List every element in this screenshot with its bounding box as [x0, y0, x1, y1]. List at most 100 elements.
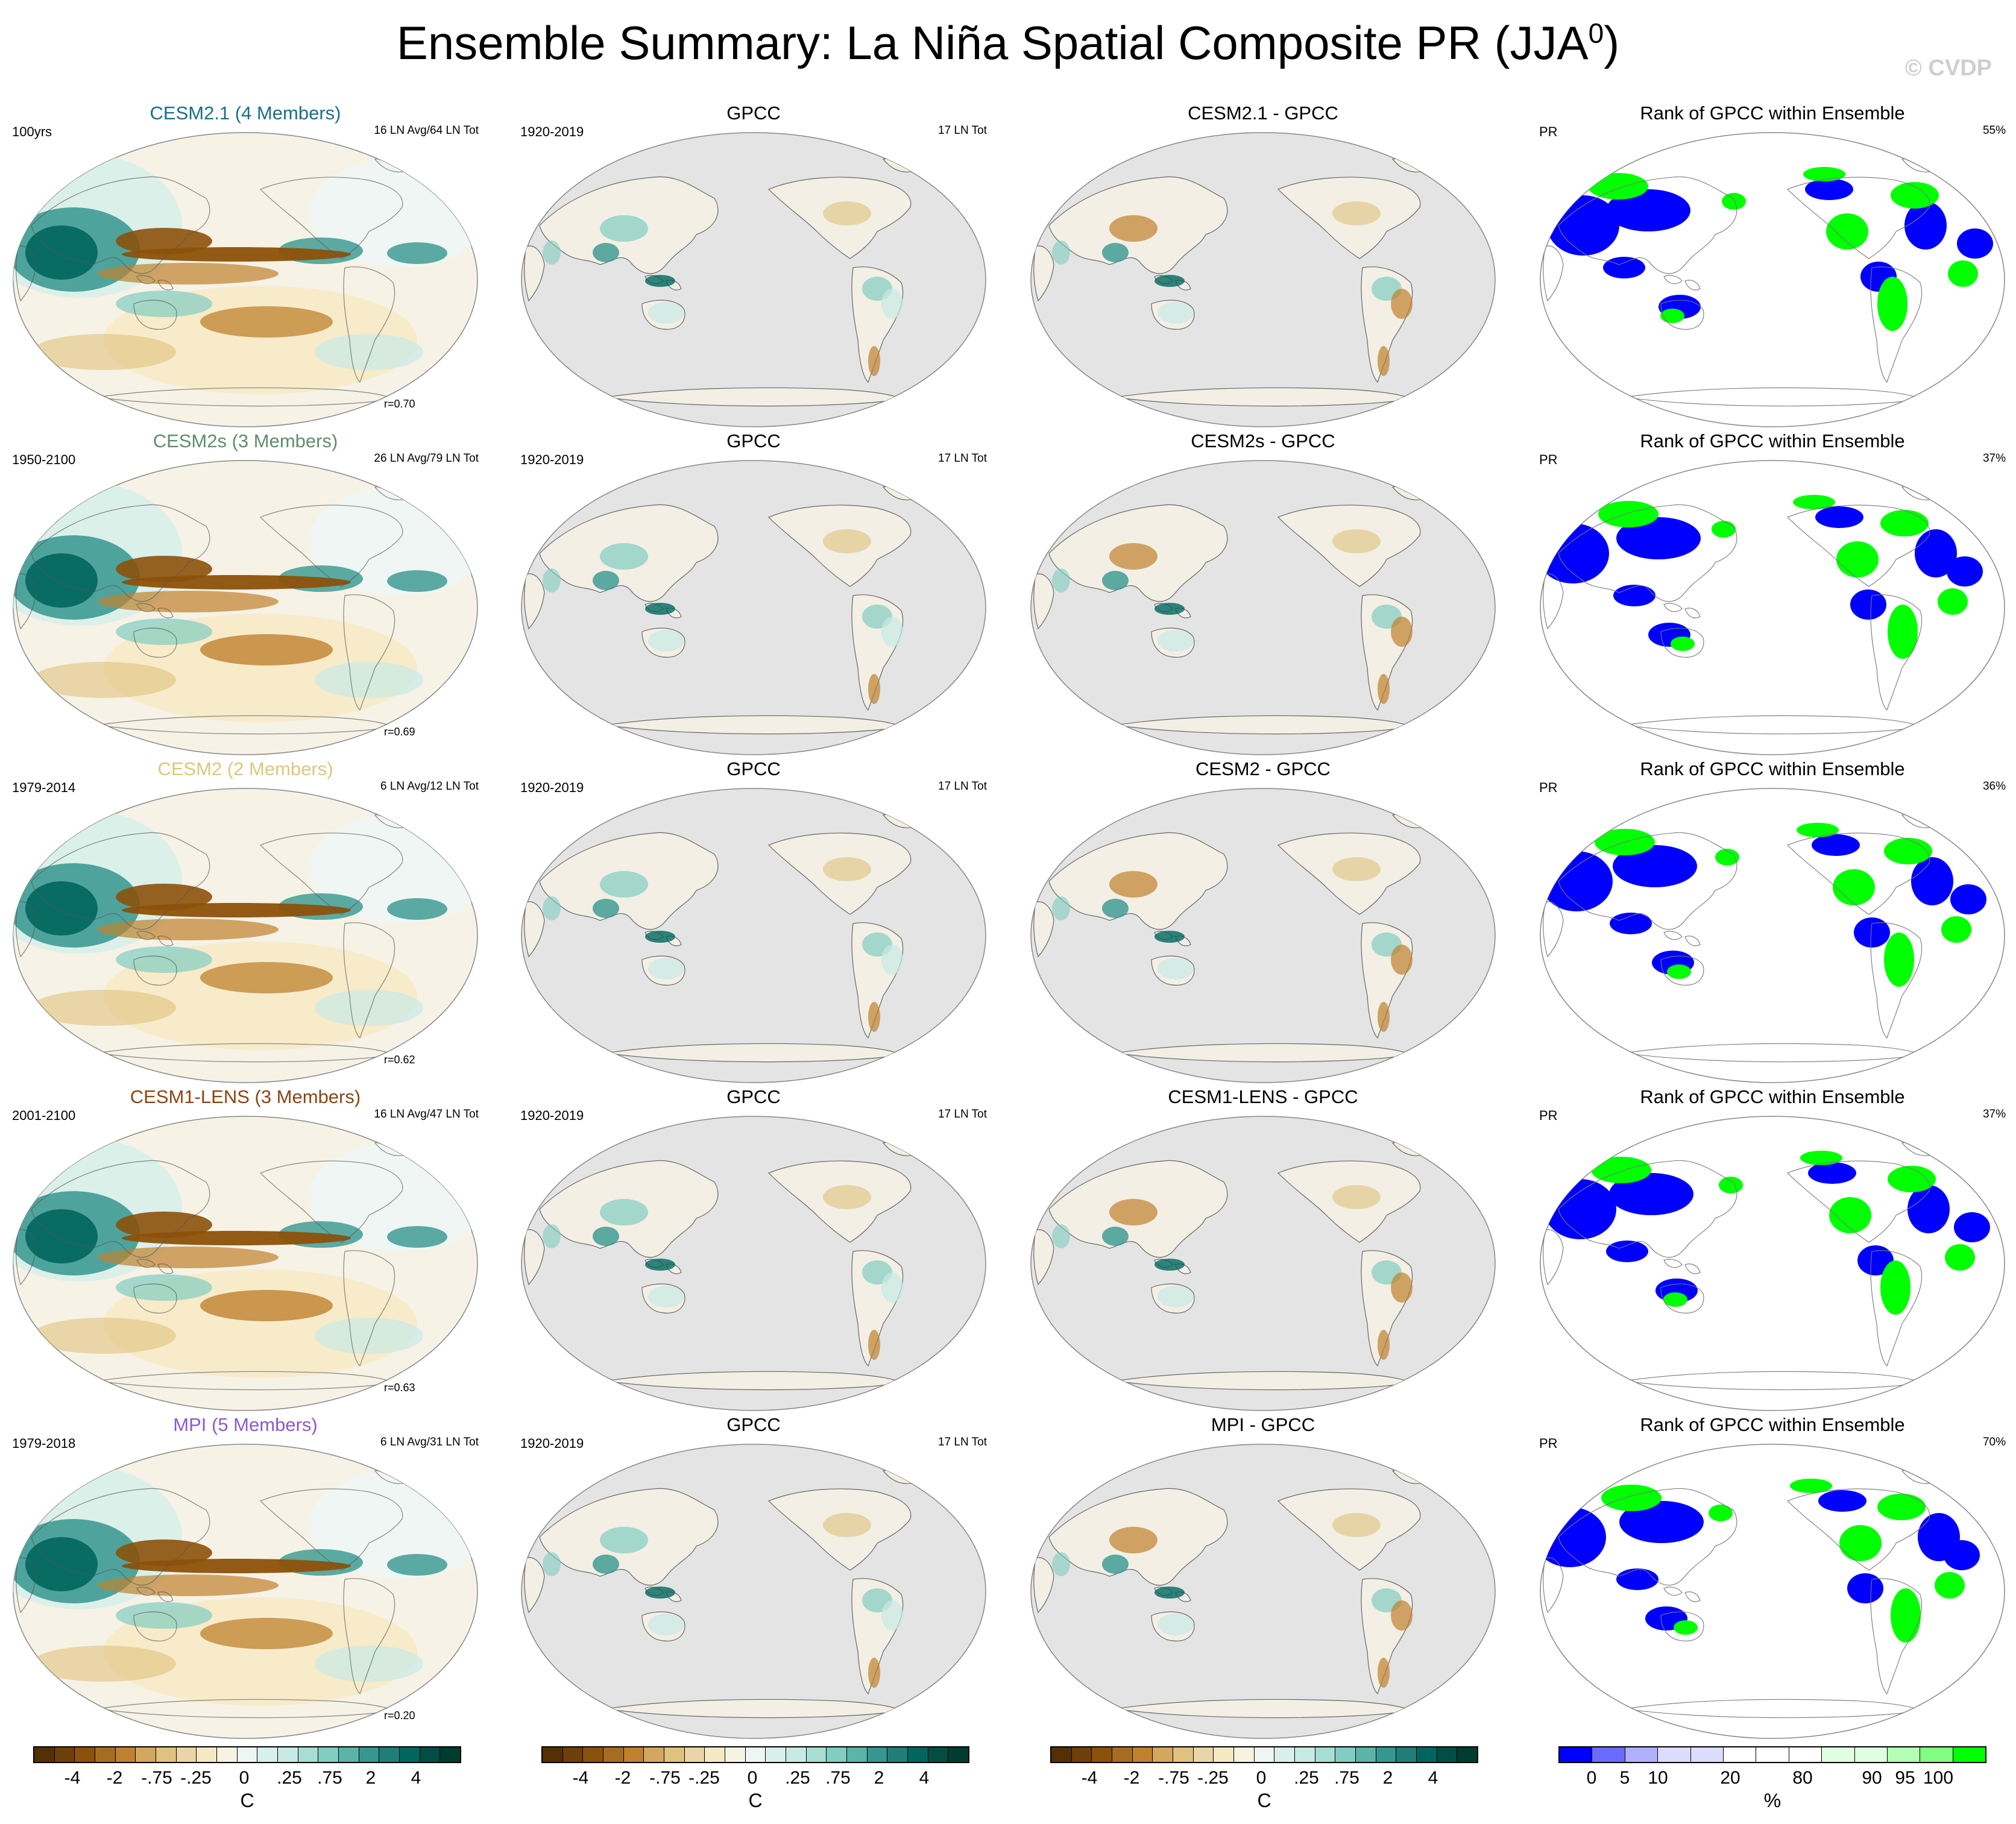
colorbar-box — [1437, 1747, 1458, 1762]
figure-title: Ensemble Summary: La Niña Spatial Compos… — [396, 16, 1620, 69]
panel-title: MPI - GPCC — [1211, 1414, 1315, 1435]
colorbar-box — [1274, 1747, 1296, 1762]
panel-title: GPCC — [726, 758, 781, 779]
panel-right-label: 17 LN Tot — [938, 780, 987, 793]
colorbar-tick: .25 — [785, 1768, 810, 1788]
panel-left-label: 1920-2019 — [520, 780, 584, 795]
colorbar-box — [684, 1747, 705, 1762]
colorbar-tick: .75 — [1334, 1768, 1359, 1788]
colorbar-tick: -2 — [614, 1768, 631, 1788]
colorbar-box — [136, 1747, 157, 1762]
rank-map — [1540, 1444, 2005, 1739]
panel-left-label: 1920-2019 — [520, 1108, 584, 1123]
panel-title: CESM2 (2 Members) — [157, 758, 333, 779]
colorbar-box — [928, 1747, 949, 1762]
colorbar-tick: -.25 — [1197, 1768, 1229, 1788]
colorbar-box — [115, 1747, 136, 1762]
colorbar-box — [1214, 1747, 1235, 1762]
colorbar-boxes — [1050, 1746, 1478, 1763]
panel-right-label: 70% — [1982, 1436, 2006, 1448]
panel-left-label: PR — [1539, 780, 1558, 795]
colorbar-box — [867, 1747, 888, 1762]
panel-title: CESM2s - GPCC — [1191, 430, 1335, 451]
colorbar-box — [1592, 1747, 1625, 1762]
colorbar-tick: 4 — [919, 1768, 930, 1788]
colorbar-box — [766, 1747, 787, 1762]
panel-left-label: PR — [1539, 1108, 1558, 1123]
precip-map — [13, 1116, 478, 1411]
panel-diff-row2: CESM2s - GPCC — [1025, 430, 1501, 759]
colorbar-box — [176, 1747, 197, 1762]
colorbar-box — [745, 1747, 766, 1762]
colorbar-box — [543, 1747, 563, 1762]
colorbar-tick: .25 — [1294, 1768, 1319, 1788]
panel-obs-row2: GPCC 1920-2019 17 LN Tot — [515, 430, 992, 759]
colorbar-box — [664, 1747, 685, 1762]
colorbar-box — [1051, 1747, 1072, 1762]
panel-left-label: 1920-2019 — [520, 452, 584, 467]
precip-map — [521, 788, 986, 1083]
colorbar-box — [1193, 1747, 1214, 1762]
colorbar-box — [95, 1747, 116, 1762]
colorbar-box — [1112, 1747, 1133, 1762]
rank-map — [1540, 132, 2005, 427]
panel-model-row2: CESM2s (3 Members) 1950-2100 26 LN Avg/79 … — [7, 430, 484, 759]
colorbar-box — [1092, 1747, 1113, 1762]
panel-title: MPI (5 Members) — [173, 1414, 318, 1435]
precip-map — [521, 1116, 986, 1411]
colorbar-box — [156, 1747, 177, 1762]
panel-rank-row2: Rank of GPCC within Ensemble PR 37% — [1534, 430, 2011, 759]
panel-title: CESM2.1 - GPCC — [1188, 102, 1338, 124]
pattern-correlation: r=0.70 — [384, 398, 415, 410]
colorbar-tick: 100 — [1923, 1768, 1954, 1788]
colorbar-precip-1: -4 -2 -.75 -.25 0 .25 .75 2 4 C — [33, 1746, 461, 1813]
panel-title: Rank of GPCC within Ensemble — [1640, 758, 1905, 779]
panel-left-label: 1979-2014 — [12, 780, 76, 795]
panel-diff-row3: CESM2 - GPCC — [1025, 758, 1501, 1087]
colorbar-box — [1953, 1747, 1986, 1762]
colorbar-tick: -.75 — [649, 1768, 681, 1788]
colorbar-tick: 95 — [1895, 1768, 1915, 1788]
rank-map — [1540, 788, 2005, 1083]
panel-title: CESM2s (3 Members) — [153, 430, 338, 451]
panel-right-label: 17 LN Tot — [938, 1108, 987, 1121]
colorbar-tick: 90 — [1862, 1768, 1882, 1788]
colorbar-box — [1789, 1747, 1822, 1762]
panel-title: Rank of GPCC within Ensemble — [1640, 430, 1905, 451]
precip-map — [13, 132, 478, 427]
panel-right-label: 16 LN Avg/47 LN Tot — [374, 1108, 479, 1121]
colorbar-box — [1071, 1747, 1092, 1762]
colorbar-box — [217, 1747, 238, 1762]
panel-right-label: 55% — [1982, 124, 2006, 137]
panel-title: Rank of GPCC within Ensemble — [1640, 1414, 1905, 1435]
colorbar-box — [1173, 1747, 1194, 1762]
colorbar-box — [948, 1747, 969, 1762]
panel-left-label: 2001-2100 — [12, 1108, 76, 1123]
panel-right-label: 17 LN Tot — [938, 124, 987, 137]
panel-title: CESM1-LENS (3 Members) — [130, 1086, 361, 1107]
colorbar-tick: 2 — [365, 1768, 376, 1788]
colorbar-box — [197, 1747, 218, 1762]
panel-title: GPCC — [726, 430, 781, 451]
colorbar-tick: 2 — [1382, 1768, 1393, 1788]
rank-map — [1540, 1116, 2005, 1411]
colorbar-box — [583, 1747, 604, 1762]
colorbar-box — [1315, 1747, 1336, 1762]
panel-right-label: 37% — [1982, 1108, 2006, 1121]
colorbar-unit: C — [748, 1790, 763, 1811]
colorbar-tick: -.75 — [1158, 1768, 1189, 1788]
panel-title: GPCC — [726, 102, 781, 124]
panel-diff-row5: MPI - GPCC — [1025, 1414, 1501, 1743]
panel-obs-row1: GPCC 1920-2019 17 LN Tot — [515, 102, 992, 431]
colorbar-tick: 20 — [1720, 1768, 1740, 1788]
colorbar-box — [257, 1747, 279, 1762]
panel-left-label: 1920-2019 — [520, 124, 584, 139]
colorbar-box — [1132, 1747, 1153, 1762]
colorbar-box — [34, 1747, 55, 1762]
colorbar-box — [1887, 1747, 1921, 1762]
panel-title: Rank of GPCC within Ensemble — [1640, 1086, 1905, 1107]
panel-model-row1: CESM2.1 (4 Members) 100yrs 16 LN Avg/64 LN… — [7, 102, 484, 431]
colorbar-tick: 4 — [411, 1768, 421, 1788]
colorbar-precip-2: -4 -2 -.75 -.25 0 .25 .75 2 4 C — [541, 1746, 969, 1813]
colorbar-box — [1396, 1747, 1417, 1762]
